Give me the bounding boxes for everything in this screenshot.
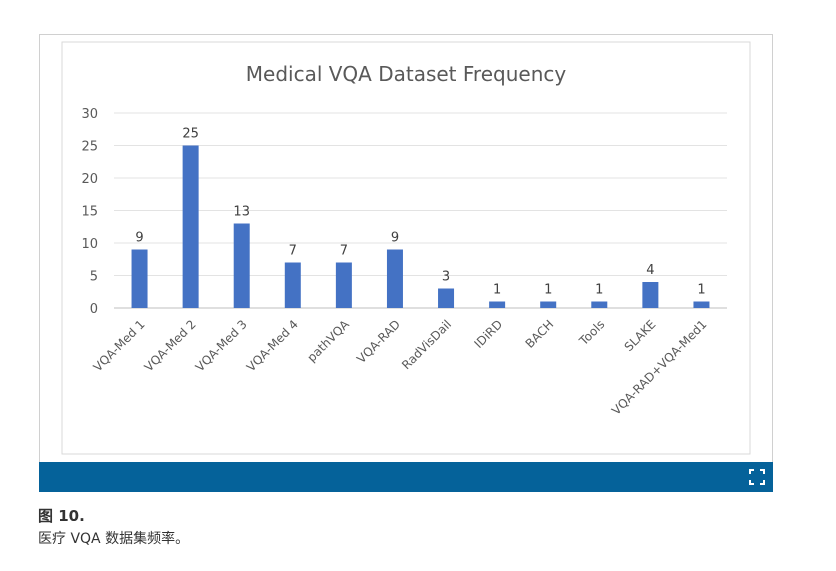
y-tick-label: 5 xyxy=(90,270,98,285)
bar xyxy=(182,145,199,308)
bar xyxy=(284,262,301,308)
chart-title: Medical VQA Dataset Frequency xyxy=(246,62,567,86)
bars xyxy=(131,145,710,308)
bar xyxy=(591,301,608,308)
data-label: 1 xyxy=(697,283,705,298)
data-label: 7 xyxy=(289,244,297,259)
data-label: 13 xyxy=(233,205,250,220)
data-labels: 9 25 13 7 7 9 3 1 1 1 4 1 xyxy=(135,127,705,298)
figure-toolbar xyxy=(39,462,773,492)
chart-plot-frame xyxy=(61,41,751,455)
bar xyxy=(233,223,250,308)
bar xyxy=(693,301,710,308)
bar xyxy=(335,262,352,308)
figure-caption: 医疗 VQA 数据集频率。 xyxy=(38,531,190,547)
y-tick-label: 15 xyxy=(81,205,98,220)
data-label: 9 xyxy=(391,231,399,246)
bar xyxy=(438,288,455,308)
bar xyxy=(386,249,403,308)
y-tick-label: 20 xyxy=(81,172,98,187)
data-label: 3 xyxy=(442,270,450,285)
y-tick-label: 10 xyxy=(81,237,98,252)
data-label: 1 xyxy=(595,283,603,298)
y-tick-label: 25 xyxy=(81,140,98,155)
data-label: 25 xyxy=(182,127,199,142)
y-tick-label: 0 xyxy=(90,302,98,317)
gridlines xyxy=(114,112,727,309)
data-label: 9 xyxy=(135,231,143,246)
bar xyxy=(642,282,659,308)
bar-chart: Medical VQA Dataset Frequency 0 5 10 15 20 25… xyxy=(61,41,751,455)
data-label: 1 xyxy=(544,283,552,298)
expand-icon[interactable] xyxy=(749,469,765,485)
bar xyxy=(131,249,148,308)
data-label: 1 xyxy=(493,283,501,298)
bar xyxy=(489,301,506,308)
data-label: 4 xyxy=(646,263,654,278)
y-tick-label: 30 xyxy=(81,107,98,122)
data-label: 7 xyxy=(340,244,348,259)
y-axis-ticks: 0 5 10 15 20 25 30 xyxy=(81,107,98,317)
figure-label: 图 10. xyxy=(38,507,85,525)
bar xyxy=(540,301,557,308)
